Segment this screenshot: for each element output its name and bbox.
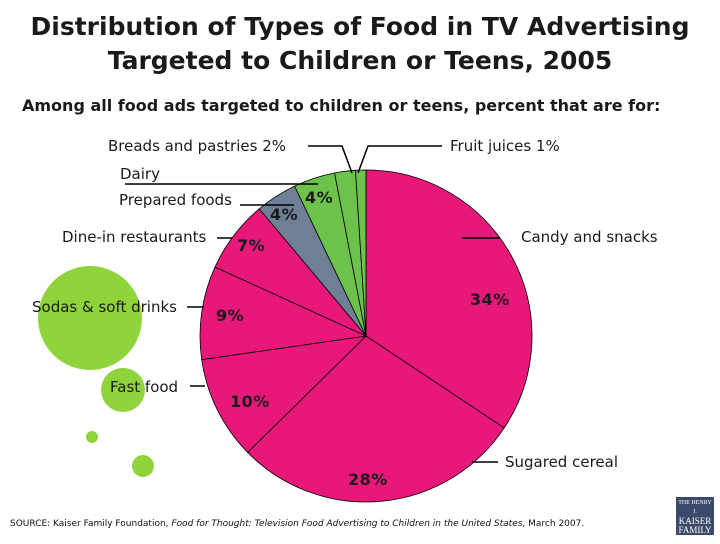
source-prefix: SOURCE: Kaiser Family Foundation, [10, 519, 172, 529]
pie-slice-sugared-cereal [247, 335, 505, 503]
data-label-dairy: 4% [305, 188, 334, 207]
pie-slices [199, 169, 533, 503]
kaiser-logo: THE HENRY J. KAISER FAMILY FOUNDATION [676, 497, 714, 542]
label-cereal: Sugared cereal [505, 453, 618, 471]
pie-slice-fruit-juices [355, 169, 367, 337]
chart-title: Distribution of Types of Food in TV Adve… [0, 10, 720, 78]
deco-circle-small [132, 455, 154, 477]
deco-circle-large [38, 266, 142, 370]
data-label-prepared: 4% [270, 205, 299, 224]
title-line-1: Distribution of Types of Food in TV Adve… [30, 12, 690, 41]
logo-line-2: KAISER [678, 516, 712, 526]
chart-subtitle: Among all food ads targeted to children … [22, 96, 661, 115]
logo-line-3: FAMILY [678, 525, 712, 535]
label-breads: Breads and pastries 2% [108, 137, 286, 155]
data-label-cereal: 28% [348, 470, 388, 489]
decorative-circles [38, 266, 154, 477]
logo-line-1: THE HENRY J. [678, 500, 712, 515]
label-dairy: Dairy [120, 165, 160, 183]
deco-circle-tiny [86, 431, 98, 443]
source-note: SOURCE: Kaiser Family Foundation, Food f… [10, 519, 584, 529]
pie-slice-sodas-soft-drinks [199, 266, 368, 361]
source-suffix: , March 2007. [522, 519, 585, 529]
label-fruit: Fruit juices 1% [450, 137, 560, 155]
label-prepared: Prepared foods [119, 191, 232, 209]
deco-circle-medium [101, 368, 145, 412]
data-label-candy: 34% [470, 290, 510, 309]
data-label-sodas: 9% [216, 306, 245, 325]
label-dinein: Dine-in restaurants [62, 228, 207, 246]
leader-fruit [357, 145, 442, 174]
source-title: Food for Thought: Television Food Advert… [171, 519, 523, 529]
leader-breads [308, 145, 353, 174]
label-fastfood: Fast food [110, 378, 179, 396]
data-label-dinein: 7% [237, 236, 266, 255]
title-line-2: Targeted to Children or Teens, 2005 [107, 46, 613, 75]
pie-slice-fast-food [201, 335, 368, 454]
data-label-fastfood: 10% [230, 392, 270, 411]
label-candy: Candy and snacks [521, 228, 658, 246]
leader-lines [125, 145, 500, 463]
label-sodas: Sodas & soft drinks [32, 298, 177, 316]
